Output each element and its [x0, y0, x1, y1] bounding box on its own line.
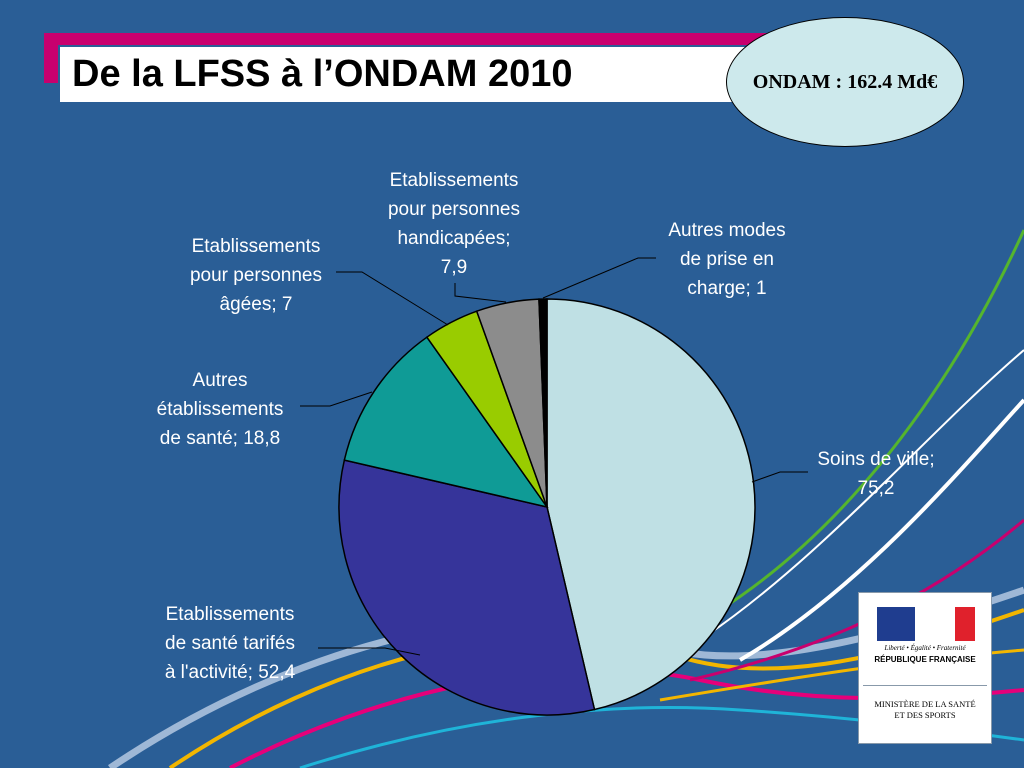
- slice-label-line: Autres: [193, 370, 248, 391]
- logo-republic: RÉPUBLIQUE FRANÇAISE: [874, 655, 976, 664]
- title-accent-bar: [44, 33, 804, 45]
- pie-slice-0: [546, 298, 756, 711]
- title-accent-side: [44, 33, 58, 83]
- slice-label-line: de santé; 18,8: [160, 428, 280, 449]
- slice-label-line: Soins de ville;: [817, 449, 934, 470]
- slice-label-line: charge; 1: [687, 278, 766, 299]
- flag-red-band: [955, 607, 975, 641]
- slice-label-line: à l'activité; 52,4: [165, 662, 296, 683]
- logo-ministry-line2: ET DES SPORTS: [894, 710, 956, 720]
- slice-label-line: Etablissements: [390, 170, 519, 191]
- slice-label-line: Autres modes: [668, 220, 785, 241]
- slice-label-line: 75,2: [858, 478, 895, 499]
- leader-line-5: [542, 257, 656, 299]
- government-logo: Liberté • Égalité • Fraternité RÉPUBLIQU…: [858, 592, 992, 744]
- leader-line-1: [318, 647, 421, 656]
- slice-label-line: Etablissements: [192, 236, 321, 257]
- leader-line-3: [336, 271, 449, 326]
- slice-label-0: Soins de ville; 75,2: [817, 449, 934, 499]
- ondam-total-text: ONDAM : 162.4 Md€: [752, 70, 938, 93]
- flag-white-band: [915, 607, 955, 641]
- slice-label-3: Etablissements pour personnes âgées; 7: [190, 236, 322, 315]
- slice-label-line: pour personnes: [388, 199, 520, 220]
- page-title: De la LFSS à l’ONDAM 2010: [72, 53, 573, 95]
- slice-label-1: Etablissements de santé tarifés à l'activi…: [165, 604, 296, 683]
- slice-label-5: Autres modes de prise en charge; 1: [668, 220, 785, 299]
- logo-divider: [863, 685, 987, 686]
- slice-label-line: de santé tarifés: [165, 633, 295, 654]
- logo-ministry: MINISTÈRE DE LA SANTÉ ET DES SPORTS: [859, 699, 991, 721]
- pie-slice-2: [343, 336, 549, 509]
- leader-line-0: [751, 471, 808, 483]
- flag-blue-band: [877, 607, 915, 641]
- slice-label-line: 7,9: [441, 257, 467, 278]
- slice-label-line: établissements: [157, 399, 284, 420]
- slice-label-line: pour personnes: [190, 265, 322, 286]
- pie-slice-5: [538, 298, 548, 508]
- slice-label-line: de prise en: [680, 249, 774, 270]
- leader-line-2: [300, 391, 373, 407]
- title-box: De la LFSS à l’ONDAM 2010: [60, 47, 760, 102]
- slice-label-2: Autres établissements de santé; 18,8: [157, 370, 284, 449]
- slice-label-line: Etablissements: [166, 604, 295, 625]
- logo-motto: Liberté • Égalité • Fraternité: [884, 644, 966, 652]
- leader-line-4: [454, 283, 507, 303]
- slice-label-4: Etablissements pour personnes handicapées;…: [388, 170, 520, 278]
- slice-label-line: âgées; 7: [220, 294, 293, 315]
- ondam-total-badge: ONDAM : 162.4 Md€: [726, 17, 964, 147]
- logo-ministry-line1: MINISTÈRE DE LA SANTÉ: [874, 699, 976, 709]
- slice-label-line: handicapées;: [397, 228, 510, 249]
